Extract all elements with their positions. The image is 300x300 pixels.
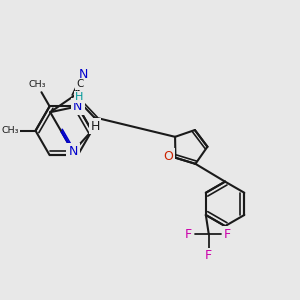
Text: N: N bbox=[79, 68, 88, 81]
Text: H: H bbox=[90, 120, 100, 133]
Text: O: O bbox=[163, 150, 173, 163]
Text: F: F bbox=[184, 228, 192, 241]
Text: CH₃: CH₃ bbox=[2, 126, 19, 135]
Text: F: F bbox=[224, 228, 231, 241]
Text: N: N bbox=[73, 100, 83, 113]
Text: N: N bbox=[68, 145, 78, 158]
Text: H: H bbox=[75, 92, 83, 102]
Text: CH₃: CH₃ bbox=[28, 80, 46, 89]
Text: F: F bbox=[205, 249, 212, 262]
Text: C: C bbox=[76, 79, 83, 89]
